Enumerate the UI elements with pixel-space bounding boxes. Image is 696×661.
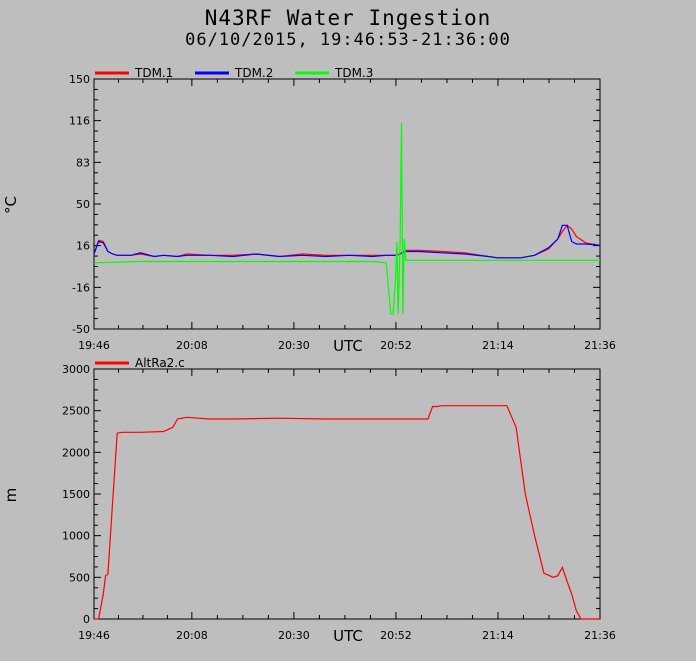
x-tick-label: 21:36 (584, 629, 616, 642)
y-tick-label: 83 (76, 156, 90, 169)
y-tick-label: -50 (72, 323, 90, 336)
x-tick-label: 19:46 (78, 629, 110, 642)
x-tick-label: 21:14 (482, 629, 514, 642)
chart-subtitle: 06/10/2015, 19:46:53-21:36:00 (185, 30, 511, 50)
plot-frame (93, 78, 601, 330)
y-tick-label: 150 (69, 73, 90, 86)
series-line-tdm-1 (93, 224, 601, 259)
x-tick-label: 19:46 (78, 339, 110, 352)
y-tick-label: 116 (69, 115, 90, 128)
x-tick-label: 21:14 (482, 339, 514, 352)
series-line-tdm-3 (93, 122, 600, 315)
y-axis-label: m (2, 488, 20, 503)
legend-label: TDM.3 (334, 66, 373, 80)
x-tick-label: 20:08 (176, 629, 208, 642)
x-axis-label: UTC (333, 627, 363, 645)
y-tick-label: 1500 (62, 488, 90, 501)
y-tick-label: -16 (72, 281, 90, 294)
legend-label: TDM.2 (234, 66, 273, 80)
series-line-tdm-2 (93, 224, 601, 259)
y-tick-label: 3000 (62, 363, 90, 376)
x-tick-label: 20:30 (278, 339, 310, 352)
x-tick-label: 20:08 (176, 339, 208, 352)
legend-label: TDM.1 (134, 66, 173, 80)
y-tick-label: 16 (76, 240, 90, 253)
x-tick-label: 20:52 (380, 339, 412, 352)
x-axis-label: UTC (333, 337, 363, 355)
x-tick-label: 20:52 (380, 629, 412, 642)
y-tick-label: 500 (69, 571, 90, 584)
y-tick-label: 2500 (62, 405, 90, 418)
y-tick-label: 50 (76, 198, 90, 211)
y-tick-label: 0 (83, 613, 90, 626)
x-tick-label: 20:30 (278, 629, 310, 642)
x-tick-label: 21:36 (584, 339, 616, 352)
y-tick-label: 1000 (62, 530, 90, 543)
y-axis-label: °C (2, 196, 20, 214)
y-tick-label: 2000 (62, 446, 90, 459)
plot-frame (93, 368, 601, 620)
series-line-altra2-c (94, 405, 600, 620)
chart-title: N43RF Water Ingestion (204, 6, 492, 30)
legend-label: AltRa2.c (135, 356, 185, 370)
